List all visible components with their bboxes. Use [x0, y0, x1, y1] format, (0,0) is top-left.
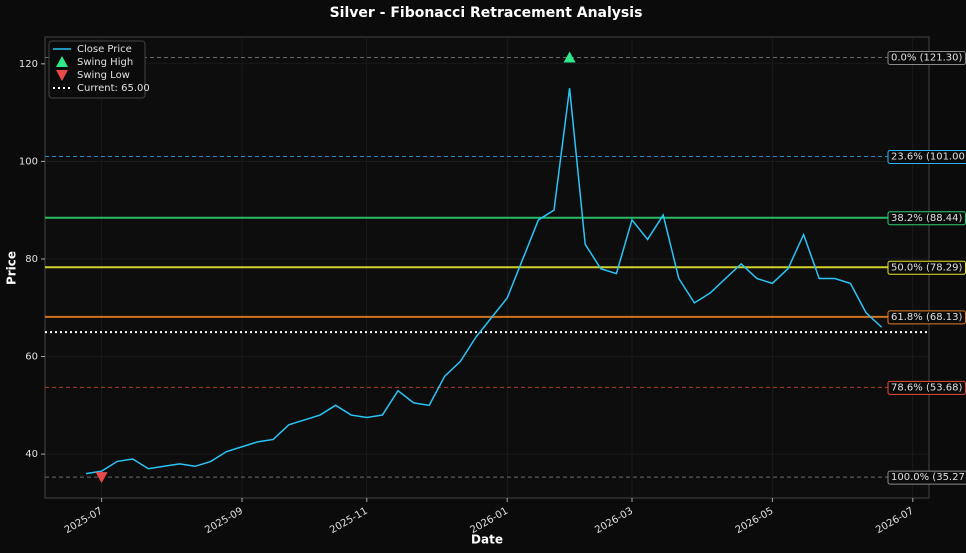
legend-label: Current: 65.00 — [77, 83, 150, 94]
y-tick-label: 80 — [25, 254, 38, 265]
fib-label: 61.8% (68.13) — [891, 312, 962, 323]
swing-low-marker — [56, 70, 68, 81]
legend-label: Close Price — [77, 44, 132, 55]
x-axis-label: Date — [471, 533, 503, 547]
fib-label: 100.0% (35.27) — [891, 472, 966, 483]
fib-label: 78.6% (53.68) — [891, 382, 962, 393]
swing-low-marker — [95, 472, 108, 484]
y-tick-label: 120 — [19, 59, 38, 70]
fib-label: 38.2% (88.44) — [891, 213, 962, 224]
fib-label-box — [887, 260, 966, 275]
swing-high-marker — [563, 51, 576, 63]
fib-label: 23.6% (101.00) — [891, 152, 966, 163]
price-line — [85, 88, 883, 475]
legend-label: Swing Low — [77, 70, 130, 81]
y-tick-label: 40 — [25, 449, 38, 460]
y-tick-label: 60 — [25, 352, 38, 363]
fib-label-box — [887, 150, 966, 165]
fib-label: 0.0% (121.30) — [891, 52, 962, 63]
legend-box — [48, 40, 146, 99]
fib-label-box — [887, 310, 966, 325]
fib-label-box — [887, 470, 966, 485]
fib-label-box — [887, 211, 966, 226]
swing-high-marker — [56, 56, 68, 67]
legend-label: Swing High — [77, 57, 133, 68]
y-tick-label: 100 — [19, 156, 38, 167]
fib-label-box — [887, 380, 966, 395]
fib-label: 50.0% (78.29) — [891, 262, 962, 273]
chart-title: Silver - Fibonacci Retracement Analysis — [330, 5, 643, 21]
fib-label-box — [887, 50, 966, 65]
y-axis-label: Price — [5, 251, 19, 285]
